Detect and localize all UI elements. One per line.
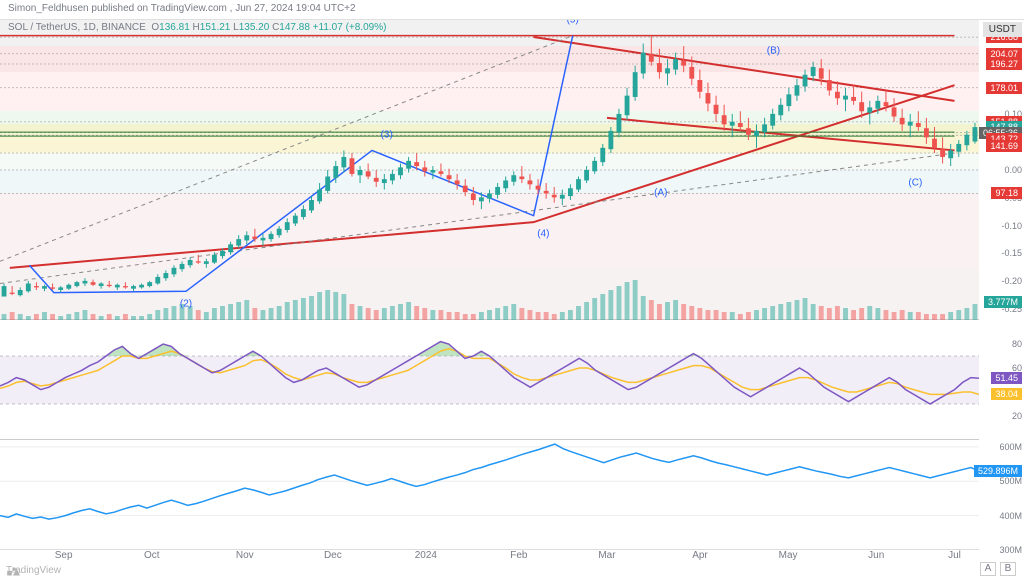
price-tag: 196.27	[986, 58, 1022, 70]
time-label: 2024	[415, 550, 437, 561]
indicator-tag: 529.896M	[974, 465, 1022, 477]
time-axis: Sep Oct Nov Dec 2024 Feb Mar Apr May Jun Jul	[0, 550, 979, 568]
elliott-label: (C)	[908, 178, 922, 189]
elliott-label: (A)	[654, 188, 667, 199]
publish-header: Simon_Feldhusen published on TradingView…	[0, 0, 1024, 20]
indicator-tag: 38.04	[991, 388, 1022, 400]
time-label: Nov	[236, 550, 254, 561]
price-tag: 178.01	[986, 82, 1022, 94]
price-chart	[0, 20, 979, 320]
elliott-label: (4)	[537, 228, 549, 239]
tab-a[interactable]: A	[980, 562, 996, 576]
elliott-label: (B)	[767, 46, 780, 57]
rsi-pane[interactable]	[0, 320, 979, 440]
site: TradingView.com	[151, 3, 227, 14]
indicator-tag: 51.45	[991, 372, 1022, 384]
publisher: Simon_Feldhusen	[8, 3, 89, 14]
tab-b[interactable]: B	[1000, 562, 1016, 576]
quote-currency-tag: USDT	[983, 22, 1022, 37]
datetime: Jun 27, 2024 19:04 UTC+2	[235, 3, 355, 14]
time-label: Dec	[324, 550, 342, 561]
time-label: Jun	[868, 550, 884, 561]
elliott-label: (2)	[180, 299, 192, 310]
time-label: Jul	[948, 550, 961, 561]
price-tag: 3.777M	[984, 296, 1022, 308]
volume-chart	[0, 440, 979, 550]
elliott-label: (3)	[381, 129, 393, 140]
tradingview-icon	[6, 565, 20, 579]
price-pane[interactable]: (2)(3)(4)(5)(A)(B)(C)	[0, 20, 979, 320]
volume-axis: 300M400M500M600M	[979, 440, 1024, 550]
price-tag: 141.69	[986, 140, 1022, 152]
time-label: Sep	[55, 550, 73, 561]
time-label: Mar	[598, 550, 615, 561]
rsi-chart	[0, 320, 979, 440]
ohlc-bar: SOL / TetherUS, 1D, BINANCE O136.81 H151…	[8, 22, 386, 33]
volume-pane[interactable]	[0, 440, 979, 550]
time-label: Oct	[144, 550, 160, 561]
price-tag: 97.18	[991, 187, 1022, 199]
symbol: SOL / TetherUS, 1D, BINANCE	[8, 22, 146, 33]
time-label: Feb	[510, 550, 527, 561]
brand-footer: TradingView	[6, 565, 61, 576]
time-label: Apr	[692, 550, 708, 561]
time-label: May	[779, 550, 798, 561]
